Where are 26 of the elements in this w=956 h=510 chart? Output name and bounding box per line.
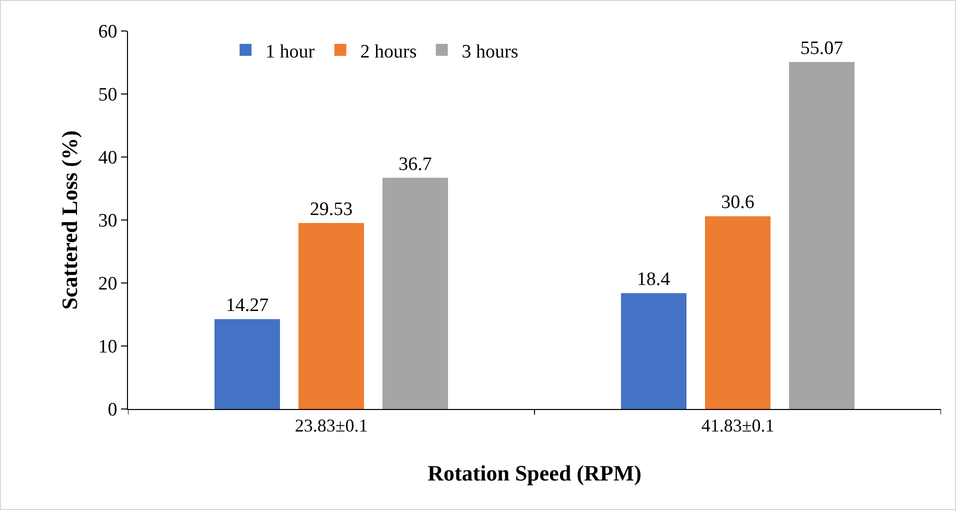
- y-tick-label: 10: [98, 336, 118, 358]
- y-tick-label: 20: [98, 274, 118, 295]
- bar: [382, 178, 448, 409]
- bar: [298, 222, 364, 409]
- data-label: 55.07: [800, 38, 844, 60]
- y-axis-title: Scattered Loss (%): [57, 130, 82, 310]
- y-tick-label: 40: [98, 148, 118, 169]
- y-tick-label: 0: [108, 400, 118, 421]
- x-tick-label: 23.83±0.1: [294, 416, 368, 436]
- y-tick-label: 60: [98, 22, 118, 43]
- bar: [620, 293, 686, 409]
- data-label: 36.7: [398, 154, 432, 175]
- legend-label: 2 hours: [360, 41, 417, 62]
- bar: [704, 216, 771, 409]
- legend-label: 3 hours: [462, 41, 518, 62]
- bar: [214, 319, 280, 409]
- legend-label: 1 hour: [266, 41, 316, 62]
- bar: [789, 62, 855, 409]
- data-label: 14.27: [226, 295, 269, 316]
- data-label: 30.6: [721, 192, 754, 214]
- data-label: 18.4: [636, 269, 671, 290]
- y-tick-label: 30: [98, 210, 118, 232]
- x-tick-label: 41.83±0.1: [701, 416, 774, 436]
- data-label: 29.53: [310, 198, 353, 220]
- y-tick-label: 50: [98, 84, 118, 106]
- x-axis-title: Rotation Speed (RPM): [428, 460, 642, 486]
